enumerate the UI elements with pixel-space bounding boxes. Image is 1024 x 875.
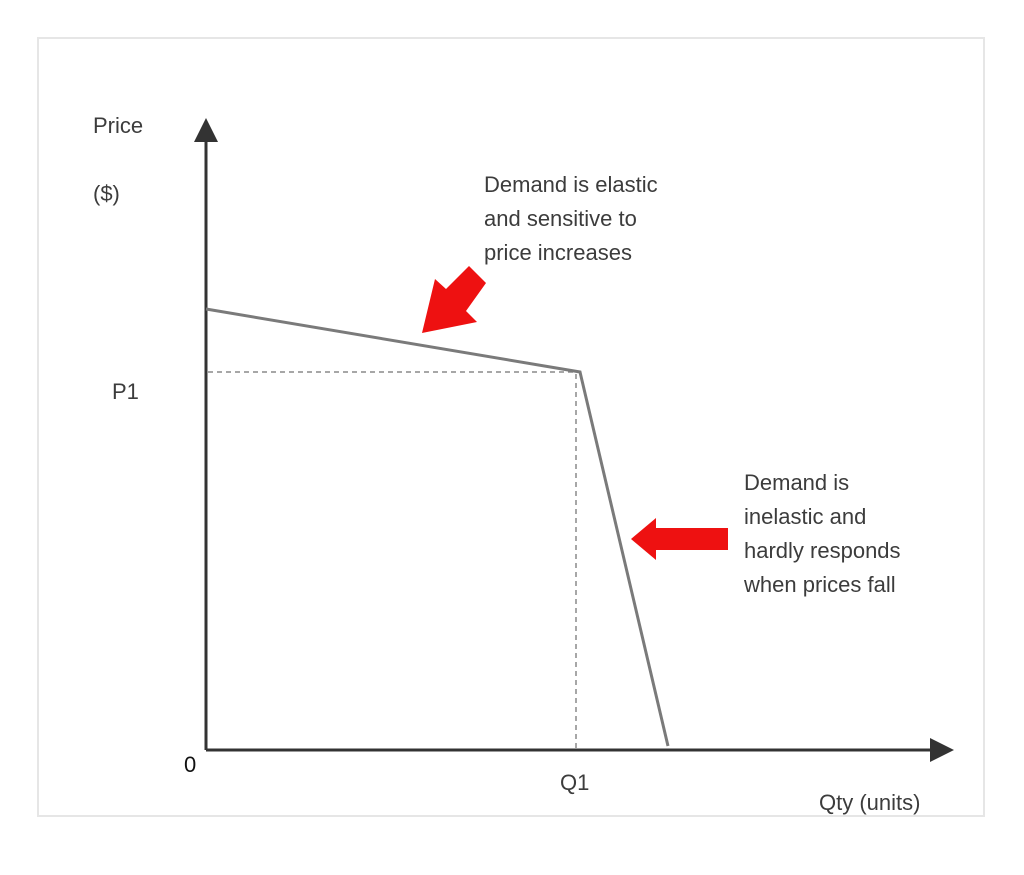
p1-label: P1: [112, 379, 139, 404]
origin-label: 0: [184, 752, 197, 777]
elastic-annotation: Demand is elastic and sensitive to price…: [484, 172, 658, 265]
inelastic-pointer-arrow: [631, 518, 728, 560]
y-axis-label: Price ($): [93, 113, 144, 206]
diagram-frame: [37, 37, 985, 817]
q1-label: Q1: [560, 770, 590, 795]
y-axis-arrowhead: [194, 118, 218, 142]
demand-curve: [205, 307, 670, 747]
x-axis-arrowhead: [930, 738, 954, 762]
inelastic-annotation: Demand is inelastic and hardly responds …: [744, 470, 901, 597]
x-axis-label: Qty (units): [819, 790, 921, 815]
elastic-pointer-arrow: [422, 266, 486, 333]
